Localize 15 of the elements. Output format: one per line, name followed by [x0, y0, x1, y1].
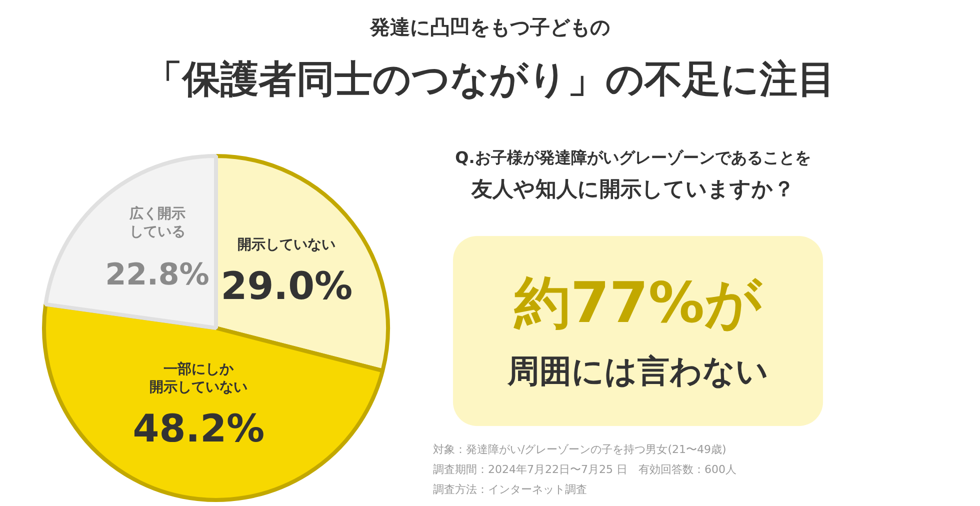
- text: 発達に凸凹をもつ子どもの: [368, 14, 611, 41]
- text: 友人や知人に開示していますか？: [470, 176, 796, 203]
- text: 約77%が: [512, 270, 764, 338]
- text: 調査方法：インターネット調査: [433, 482, 588, 498]
- text: 対象：発達障がい/グレーゾーンの子を持つ男女(21〜49歳): [433, 442, 728, 458]
- slice-label: 開示していない: [238, 236, 336, 253]
- slice-label: 広く開示している: [128, 205, 186, 240]
- data-label: 48.2%: [132, 406, 265, 451]
- slice-label: 一部にしか開示していない: [150, 360, 248, 396]
- text: 調査期間：2024年7月22日〜7月25 日 有効回答数：600人: [433, 462, 736, 478]
- text: Q.お子様が発達障がいグレーゾーンであることを: [454, 148, 812, 169]
- text: 周囲には言わない: [506, 351, 770, 392]
- data-label: 29.0%: [220, 264, 353, 308]
- data-label: 22.8%: [105, 257, 210, 292]
- text: 「保護者同士のつながり」の不足に注目: [144, 56, 836, 103]
